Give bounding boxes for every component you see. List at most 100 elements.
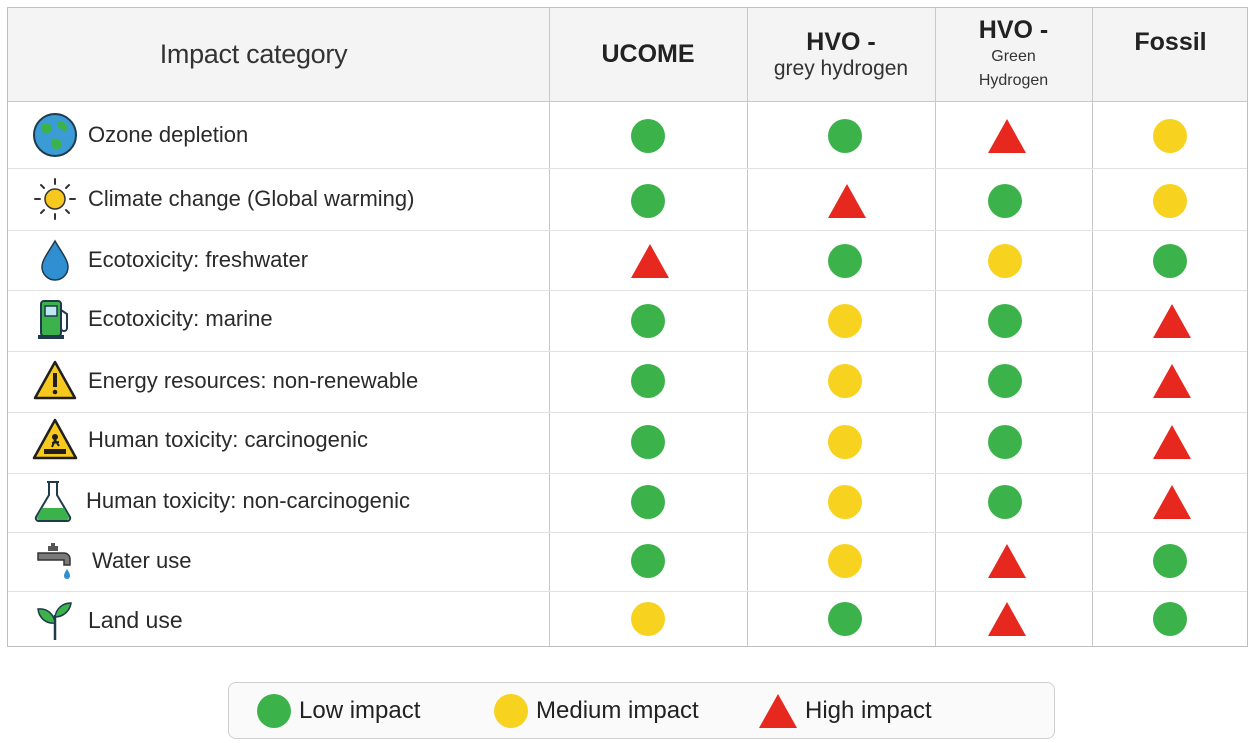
- row-land-use: Land use: [30, 590, 183, 650]
- rating-low-hvo-green-hydrogen: [988, 425, 1022, 459]
- row-divider: [8, 290, 1247, 291]
- row-divider: [8, 168, 1247, 169]
- legend-high-marker: [759, 693, 797, 728]
- rating-low-ucome: [631, 184, 665, 218]
- row-human-toxicity-non-carcinogenic: Human toxicity: non-carcinogenic: [28, 471, 410, 531]
- rating-medium-fossil: [1153, 184, 1187, 218]
- header-impact-category: Impact category: [8, 8, 499, 101]
- row-ecotoxicity-marine: Ecotoxicity: marine: [30, 289, 273, 349]
- header-divider: [8, 101, 1247, 102]
- legend-low-marker: [257, 693, 291, 728]
- rating-low-hvo-green-hydrogen: [988, 364, 1022, 398]
- rating-medium-hvo-grey-hydrogen: [828, 425, 862, 459]
- row-water-use: Water use: [30, 531, 191, 591]
- row-climate-change: Climate change (Global warming): [30, 169, 414, 229]
- column-divider: [1092, 8, 1093, 646]
- legend-low-label: Low impact: [299, 696, 421, 724]
- rating-high-fossil: [1153, 364, 1191, 398]
- legend-medium-marker: [494, 693, 528, 728]
- table-header: [8, 8, 1247, 101]
- rating-low-fossil: [1153, 602, 1187, 636]
- row-label: Water use: [92, 548, 192, 573]
- header-fossil-text: Fossil: [1134, 28, 1207, 56]
- header-hvo-green-title: HVO -: [978, 16, 1049, 44]
- rating-low-ucome: [631, 544, 665, 578]
- legend-low: Low impact: [257, 693, 421, 728]
- row-divider: [8, 532, 1247, 533]
- rating-low-hvo-green-hydrogen: [988, 304, 1022, 338]
- row-ozone-depletion: Ozone depletion: [30, 105, 248, 165]
- rating-high-hvo-green-hydrogen: [988, 119, 1026, 153]
- rating-low-hvo-grey-hydrogen: [828, 244, 862, 278]
- row-label: Human toxicity: non-carcinogenic: [86, 488, 411, 513]
- column-divider: [549, 8, 550, 646]
- rating-high-fossil: [1153, 425, 1191, 459]
- row-label: Ecotoxicity: marine: [88, 306, 273, 331]
- row-label: Ozone depletion: [88, 122, 249, 147]
- column-divider: [747, 8, 748, 646]
- rating-low-hvo-grey-hydrogen: [828, 602, 862, 636]
- legend-medium-label: Medium impact: [536, 696, 699, 724]
- header-hvo-grey: HVO - grey hydrogen: [747, 8, 935, 101]
- legend: Low impact Medium impact High impact: [228, 682, 1055, 739]
- column-divider: [935, 8, 936, 646]
- rating-medium-fossil: [1153, 119, 1187, 153]
- rating-low-fossil: [1153, 244, 1187, 278]
- legend-medium: Medium impact: [494, 693, 699, 728]
- row-divider: [8, 591, 1247, 592]
- rating-medium-hvo-green-hydrogen: [988, 244, 1022, 278]
- flask-icon: [28, 476, 78, 526]
- row-divider: [8, 473, 1247, 474]
- rating-medium-hvo-grey-hydrogen: [828, 544, 862, 578]
- header-hvo-grey-sub: grey hydrogen: [773, 57, 909, 80]
- sun-icon: [30, 174, 80, 224]
- warning-icon: [30, 356, 80, 406]
- rating-medium-hvo-grey-hydrogen: [828, 364, 862, 398]
- rating-low-ucome: [631, 119, 665, 153]
- row-label: Climate change (Global warming): [88, 186, 415, 211]
- rating-high-hvo-green-hydrogen: [988, 602, 1026, 636]
- rating-medium-hvo-grey-hydrogen: [828, 485, 862, 519]
- row-divider: [8, 230, 1247, 231]
- rating-high-fossil: [1153, 304, 1191, 338]
- impact-table: Impact category UCOME HVO - grey hydroge…: [7, 7, 1248, 647]
- globe-icon: [30, 110, 80, 160]
- rating-low-fossil: [1153, 544, 1187, 578]
- rating-low-hvo-grey-hydrogen: [828, 119, 862, 153]
- row-label: Land use: [88, 606, 183, 633]
- header-ucome-text: UCOME: [601, 40, 695, 68]
- sprout-icon: [30, 595, 80, 645]
- fuel-pump-icon: [30, 294, 80, 344]
- header-hvo-green: HVO - Green Hydrogen: [935, 8, 1092, 101]
- header-hvo-grey-title: HVO -: [806, 28, 876, 56]
- row-divider: [8, 412, 1247, 413]
- row-label: Human toxicity: carcinogenic: [88, 427, 369, 452]
- row-label: Energy resources: non-renewable: [88, 368, 419, 393]
- rating-high-hvo-green-hydrogen: [988, 544, 1026, 578]
- header-hvo-green-sub2: Hydrogen: [978, 72, 1049, 89]
- header-hvo-green-sub1: Green: [991, 48, 1036, 65]
- header-fossil: Fossil: [1092, 8, 1249, 101]
- toxic-warning-icon: [30, 415, 80, 465]
- rating-medium-ucome: [631, 602, 665, 636]
- header-ucome: UCOME: [549, 8, 747, 101]
- rating-medium-hvo-grey-hydrogen: [828, 304, 862, 338]
- row-human-toxicity-carcinogenic: Human toxicity: carcinogenic: [30, 410, 368, 470]
- rating-low-hvo-green-hydrogen: [988, 485, 1022, 519]
- rating-low-ucome: [631, 425, 665, 459]
- legend-high: High impact: [759, 693, 932, 728]
- row-energy-resources: Energy resources: non-renewable: [30, 351, 418, 411]
- row-label: Ecotoxicity: freshwater: [88, 247, 309, 272]
- rating-low-ucome: [631, 364, 665, 398]
- row-divider: [8, 351, 1247, 352]
- rating-high-ucome: [631, 244, 669, 278]
- rating-low-hvo-green-hydrogen: [988, 184, 1022, 218]
- rating-low-ucome: [631, 304, 665, 338]
- header-impact-category-text: Impact category: [159, 39, 348, 69]
- row-ecotoxicity-freshwater: Ecotoxicity: freshwater: [30, 230, 308, 290]
- legend-high-label: High impact: [805, 696, 932, 724]
- water-drop-icon: [30, 235, 80, 285]
- rating-low-ucome: [631, 485, 665, 519]
- rating-high-hvo-grey-hydrogen: [828, 184, 866, 218]
- faucet-icon: [30, 536, 80, 586]
